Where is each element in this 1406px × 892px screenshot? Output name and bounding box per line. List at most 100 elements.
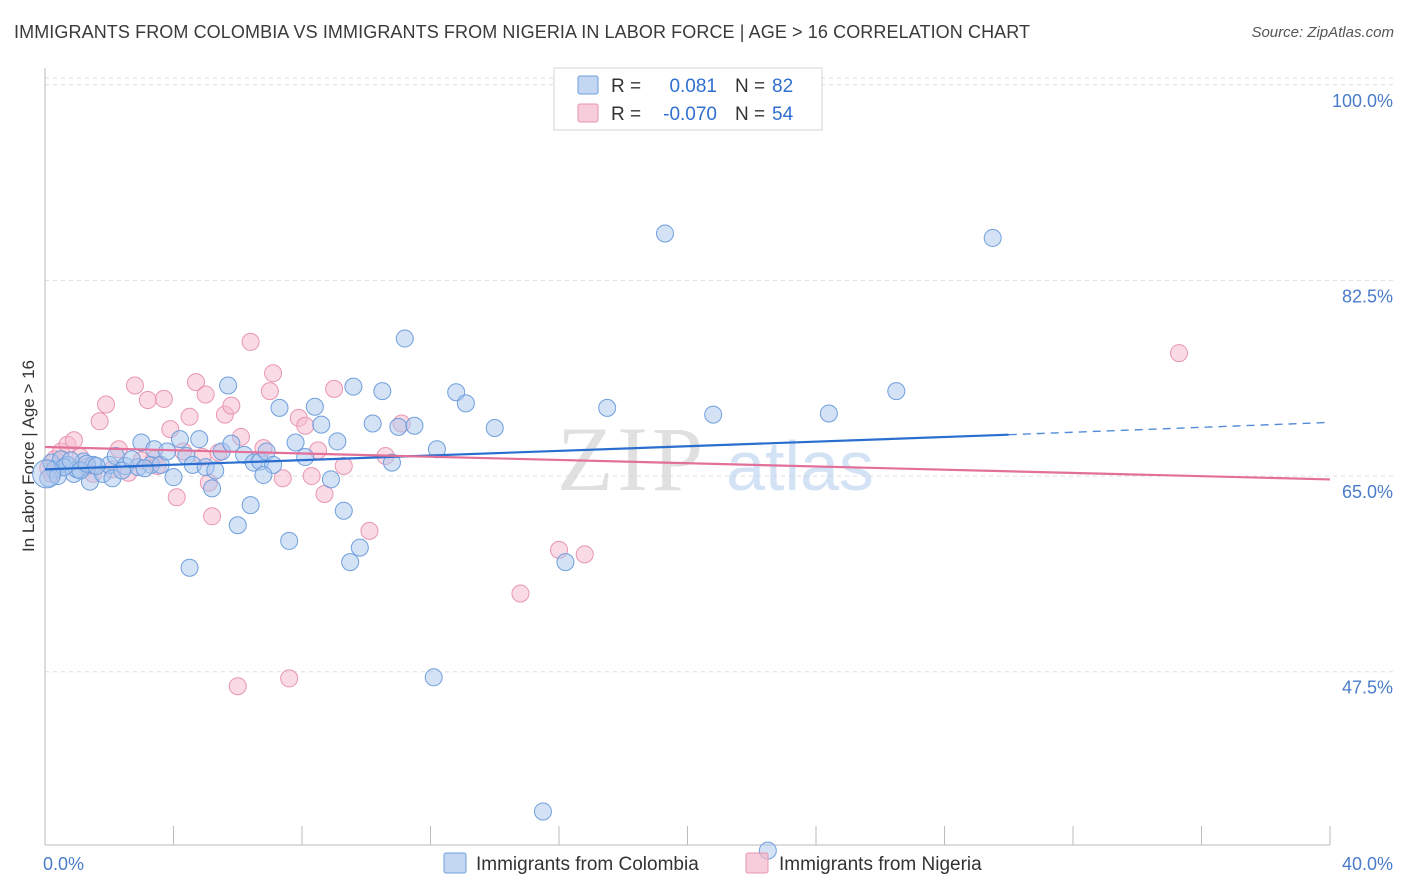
data-point xyxy=(264,364,283,383)
y-axis-label: In Labor Force | Age > 16 xyxy=(19,360,38,552)
legend-r-value-nigeria: -0.070 xyxy=(663,104,717,125)
data-point xyxy=(228,677,247,696)
data-point xyxy=(533,802,552,821)
data-point xyxy=(180,407,199,426)
x-tick-label: 0.0% xyxy=(43,854,84,874)
data-point xyxy=(270,398,289,417)
data-point xyxy=(186,373,205,392)
data-point xyxy=(344,377,363,396)
data-point xyxy=(819,404,838,423)
data-point xyxy=(154,389,173,408)
trend-lines xyxy=(44,421,1331,481)
data-point xyxy=(180,558,199,577)
data-point xyxy=(32,459,62,489)
data-point xyxy=(334,501,353,520)
data-point xyxy=(389,417,408,436)
data-point xyxy=(424,668,443,687)
legend-n-value-colombia: 82 xyxy=(772,76,793,97)
series-legend-swatch-nigeria xyxy=(745,852,769,874)
data-point xyxy=(158,442,177,461)
legend-r-label-colombia: R = xyxy=(611,76,641,97)
data-point xyxy=(206,461,225,480)
y-tick-label: 82.5% xyxy=(1342,286,1393,306)
data-point xyxy=(125,376,144,395)
data-point xyxy=(164,468,183,487)
data-point xyxy=(350,538,369,557)
data-point xyxy=(122,450,141,469)
data-point xyxy=(405,416,424,435)
legend-r-value-colombia: 0.081 xyxy=(669,76,717,97)
legend-n-label-nigeria: N = xyxy=(735,104,765,125)
data-point xyxy=(302,467,321,486)
data-point xyxy=(167,488,186,507)
data-point xyxy=(325,379,344,398)
data-point xyxy=(296,416,315,435)
y-tick-label: 100.0% xyxy=(1332,91,1393,111)
x-tick-labels: 0.0% 40.0% xyxy=(43,854,1393,874)
data-point xyxy=(305,397,324,416)
data-point xyxy=(373,382,392,401)
data-point xyxy=(241,332,260,351)
series-legend-label-nigeria: Immigrants from Nigeria xyxy=(779,854,982,875)
data-point xyxy=(341,553,360,572)
legend-swatch-nigeria xyxy=(577,103,599,123)
data-point xyxy=(334,457,353,476)
watermark-zip: ZIP xyxy=(557,408,707,510)
data-point xyxy=(656,224,675,243)
data-point xyxy=(312,415,331,434)
data-point xyxy=(1170,344,1189,363)
data-point xyxy=(704,405,723,424)
data-point xyxy=(598,398,617,417)
x-tick-label: 40.0% xyxy=(1342,854,1393,874)
data-point xyxy=(296,448,315,467)
trend-line-nigeria xyxy=(44,445,1331,481)
series-colombia-points xyxy=(32,224,1002,860)
correlation-legend: R = 0.081 N = 82 R = -0.070 N = 54 xyxy=(553,67,823,131)
data-point xyxy=(286,433,305,452)
data-point xyxy=(983,228,1002,247)
axes xyxy=(44,68,1331,846)
y-tick-labels: 47.5% 65.0% 82.5% 100.0% xyxy=(1332,91,1393,698)
data-point xyxy=(280,669,299,688)
data-point xyxy=(328,432,347,451)
legend-r-label-nigeria: R = xyxy=(611,104,641,125)
data-point xyxy=(360,521,379,540)
y-tick-label: 65.0% xyxy=(1342,482,1393,502)
data-point xyxy=(87,457,106,476)
data-point xyxy=(64,431,83,450)
legend-n-label-colombia: N = xyxy=(735,76,765,97)
data-point xyxy=(228,516,247,535)
data-point xyxy=(321,470,340,489)
data-point xyxy=(575,545,594,564)
legend-swatch-colombia xyxy=(577,75,599,95)
data-point xyxy=(511,584,530,603)
data-point xyxy=(97,395,116,414)
chart-title: IMMIGRANTS FROM COLOMBIA VS IMMIGRANTS F… xyxy=(14,22,1031,42)
data-point xyxy=(90,412,109,431)
data-point xyxy=(254,465,273,484)
series-legend-swatch-colombia xyxy=(443,852,467,874)
trend-line-colombia-extension xyxy=(1008,421,1331,436)
y-tick-label: 47.5% xyxy=(1342,678,1393,698)
data-point xyxy=(556,553,575,572)
data-point xyxy=(382,453,401,472)
data-point xyxy=(219,376,238,395)
data-point xyxy=(138,391,157,410)
data-point xyxy=(135,459,154,478)
legend-n-value-nigeria: 54 xyxy=(772,104,794,125)
data-point xyxy=(196,385,215,404)
data-point xyxy=(190,430,209,449)
series-nigeria-points xyxy=(39,332,1189,696)
data-point xyxy=(273,469,292,488)
watermark: ZIP atlas xyxy=(557,408,874,510)
series-legend: Immigrants from Colombia Immigrants from… xyxy=(443,852,982,875)
series-legend-label-colombia: Immigrants from Colombia xyxy=(476,854,699,875)
data-point xyxy=(456,394,475,413)
data-point xyxy=(395,329,414,348)
data-point xyxy=(203,507,222,526)
legend-frame xyxy=(553,67,823,131)
data-point xyxy=(170,430,189,449)
trend-line-colombia xyxy=(44,433,1009,471)
data-point xyxy=(363,414,382,433)
